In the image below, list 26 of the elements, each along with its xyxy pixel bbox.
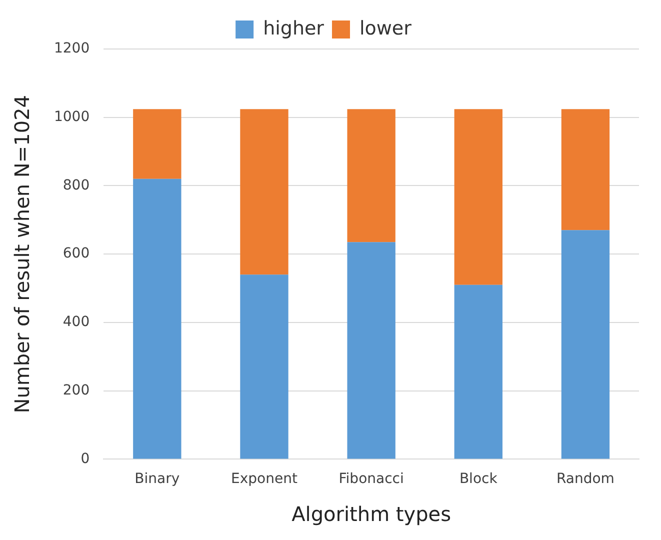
bar — [561, 230, 610, 459]
bar — [347, 109, 396, 242]
y-axis-title: Number of result when N=1024 — [10, 94, 34, 414]
y-tick-label: 400 — [62, 314, 90, 330]
y-tick-label: 800 — [62, 177, 90, 194]
bar — [454, 109, 502, 285]
bar — [561, 109, 610, 230]
bar — [133, 178, 182, 459]
y-tick-label: 1000 — [54, 109, 90, 126]
x-tick-label: Fibonacci — [338, 471, 404, 488]
bar — [347, 242, 396, 459]
x-tick-label: Binary — [134, 471, 180, 488]
bar — [454, 284, 502, 459]
x-tick-label: Random — [556, 471, 614, 488]
legend-label: lower — [359, 17, 412, 40]
bar — [240, 274, 288, 459]
y-tick-label: 600 — [62, 246, 90, 262]
bar — [133, 109, 182, 179]
x-tick-label: Exponent — [231, 471, 298, 488]
legend-label: higher — [263, 17, 324, 40]
x-axis-title: Algorithm types — [292, 502, 452, 526]
x-tick-label: Block — [459, 471, 498, 488]
y-tick-label: 200 — [62, 382, 90, 398]
bar — [240, 109, 288, 275]
y-tick-label: 0 — [80, 450, 90, 467]
y-tick-label: 1200 — [54, 40, 90, 57]
